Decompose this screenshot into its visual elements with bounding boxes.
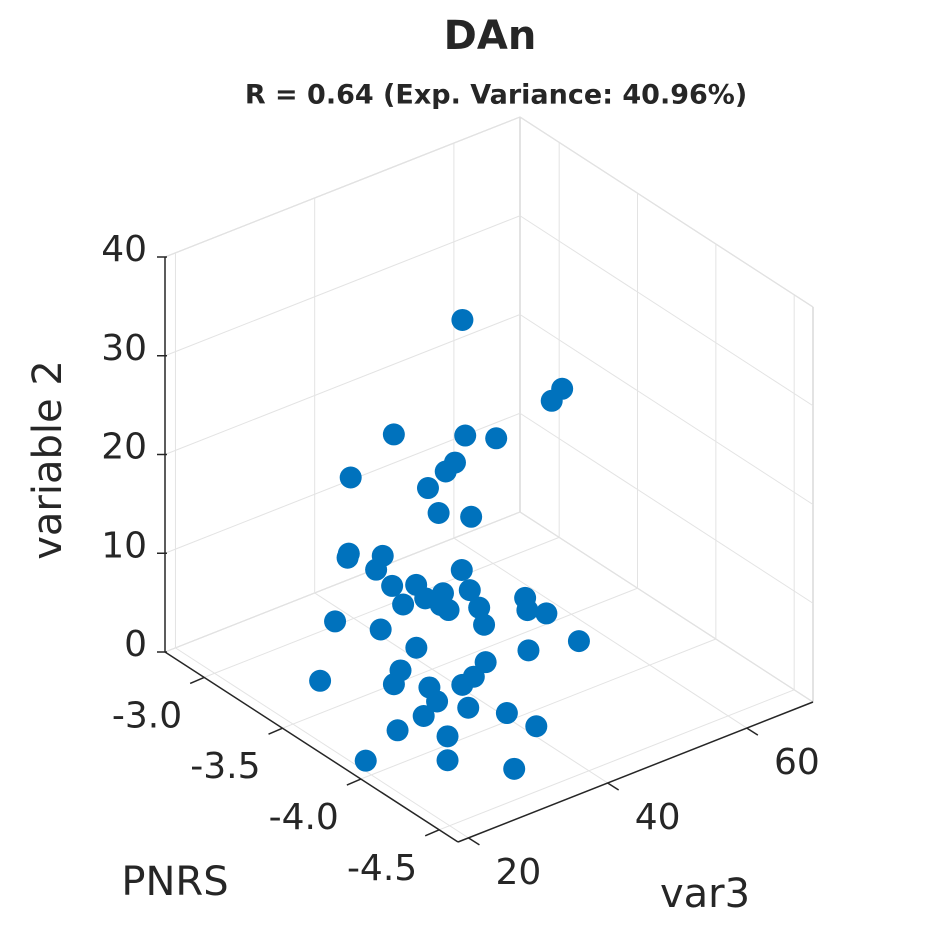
x-tick-label: -4.5 — [347, 848, 417, 889]
point — [416, 477, 439, 500]
point — [426, 690, 449, 713]
point — [495, 702, 518, 725]
grid-line — [164, 314, 521, 455]
grid-line — [282, 587, 638, 729]
x-tick — [268, 727, 283, 735]
point — [436, 749, 459, 772]
grid-line — [519, 215, 814, 407]
z-tick-label: 0 — [124, 624, 147, 665]
point — [451, 308, 474, 331]
grid-line — [519, 412, 814, 604]
point — [540, 389, 563, 412]
x-axis-label: PNRS — [121, 859, 228, 905]
chart-subtitle: R = 0.64 (Exp. Variance: 40.96%) — [245, 80, 747, 111]
point — [309, 669, 332, 692]
point — [369, 618, 392, 641]
grid-line — [164, 215, 521, 357]
y-tick — [468, 837, 480, 846]
point — [382, 423, 405, 446]
point — [525, 715, 548, 738]
grid-line — [360, 638, 717, 780]
y-tick-label: 40 — [635, 797, 681, 838]
point — [412, 704, 435, 727]
point — [457, 696, 480, 719]
y-tick — [607, 782, 620, 791]
z-tick-label: 10 — [101, 525, 147, 566]
point — [454, 424, 477, 447]
point — [516, 599, 539, 622]
chart-title: DAn — [444, 13, 537, 59]
x-tick — [424, 829, 440, 837]
point — [460, 505, 483, 528]
point — [450, 559, 473, 582]
point — [535, 602, 558, 625]
z-tick-label: 20 — [101, 427, 147, 468]
grid-line — [519, 314, 814, 505]
grid-line — [519, 511, 814, 703]
point — [405, 636, 428, 659]
point — [339, 466, 362, 489]
point — [381, 574, 404, 597]
point — [427, 502, 450, 525]
y-axis-label: var3 — [660, 871, 750, 917]
grid-line — [203, 536, 560, 678]
point — [365, 558, 388, 581]
grid-line — [519, 116, 814, 308]
point — [503, 757, 526, 780]
grid-line — [164, 116, 521, 258]
x-tick-label: -4.0 — [269, 797, 339, 838]
point — [434, 460, 457, 483]
point — [451, 673, 474, 696]
point — [336, 546, 359, 569]
point — [386, 719, 409, 742]
point — [517, 639, 540, 662]
y-tick-label: 20 — [496, 852, 542, 893]
point — [437, 599, 460, 622]
point — [567, 630, 590, 653]
y-tick-label: 60 — [774, 742, 820, 783]
point — [458, 579, 481, 602]
point — [354, 749, 377, 772]
point — [468, 596, 491, 619]
point — [436, 725, 459, 748]
z-tick-label: 40 — [101, 229, 147, 270]
point — [324, 610, 347, 633]
x-tick — [346, 778, 362, 786]
y-axis — [457, 701, 814, 843]
x-tick — [189, 676, 205, 685]
x-axis — [164, 651, 459, 843]
x-tick-label: -3.5 — [190, 746, 260, 787]
y-tick — [746, 727, 759, 736]
x-tick-label: -3.0 — [112, 695, 182, 736]
z-tick-label: 30 — [101, 328, 147, 369]
grid-line — [175, 647, 469, 839]
z-axis-label: variable 2 — [25, 360, 71, 560]
grid-line — [164, 511, 521, 653]
point — [392, 593, 415, 616]
point — [382, 673, 405, 696]
grid-line — [439, 689, 795, 831]
grid-line — [453, 537, 748, 729]
point — [473, 613, 496, 636]
point — [485, 427, 508, 450]
point — [474, 651, 497, 674]
